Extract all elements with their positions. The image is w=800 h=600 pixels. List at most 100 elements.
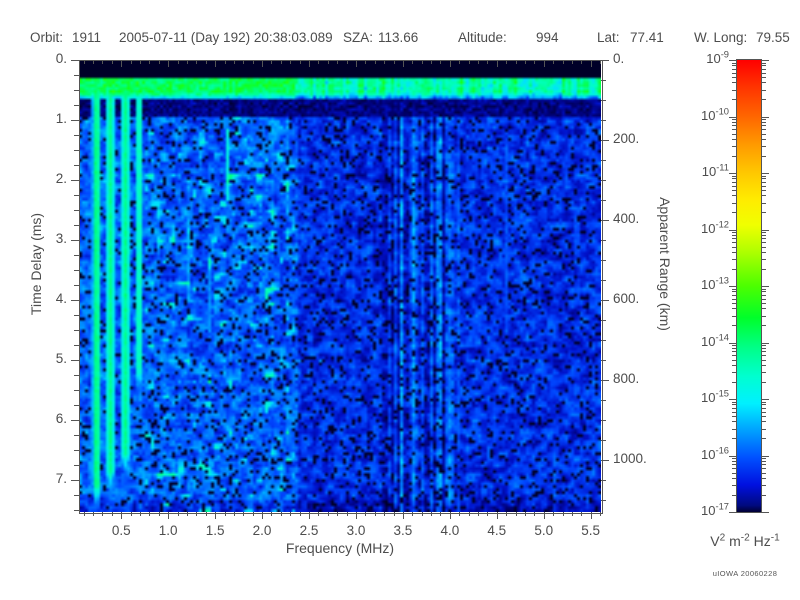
colorbar-tick bbox=[732, 119, 737, 121]
y2-axis-tick-label: 600. bbox=[613, 291, 640, 306]
colorbar-tick bbox=[761, 119, 766, 121]
header-altitude-value: 994 bbox=[536, 30, 559, 45]
colorbar-tick bbox=[761, 342, 769, 344]
axis-tick bbox=[412, 60, 414, 64]
colorbar-tick bbox=[732, 175, 737, 177]
axis-tick bbox=[524, 512, 526, 516]
y-axis-tick-label: 1. bbox=[55, 110, 67, 126]
axis-tick bbox=[393, 512, 395, 516]
colorbar-tick bbox=[761, 294, 766, 296]
axis-tick bbox=[309, 60, 311, 67]
axis-tick bbox=[83, 512, 85, 516]
axis-tick bbox=[215, 512, 217, 519]
colorbar-tick bbox=[732, 401, 737, 403]
axis-tick bbox=[601, 400, 606, 401]
colorbar-tick bbox=[732, 303, 737, 304]
axis-tick bbox=[205, 512, 207, 516]
colorbar-tick bbox=[761, 455, 769, 457]
axis-tick bbox=[601, 340, 606, 341]
x-axis-tick-label: 5.0 bbox=[534, 523, 554, 538]
colorbar-tick bbox=[761, 399, 769, 400]
header-wlong-label: W. Long: bbox=[694, 30, 748, 45]
axis-tick bbox=[496, 60, 498, 67]
axis-tick bbox=[74, 434, 79, 436]
axis-tick bbox=[74, 404, 79, 406]
y-axis-tick-label: 7. bbox=[55, 470, 67, 486]
axis-tick bbox=[177, 60, 179, 64]
colorbar-tick bbox=[732, 234, 737, 236]
axis-tick bbox=[478, 60, 479, 64]
colorbar-tick bbox=[761, 62, 766, 64]
header-lat-label: Lat: bbox=[597, 30, 620, 45]
colorbar-tick bbox=[732, 190, 737, 191]
axis-tick bbox=[74, 374, 79, 376]
colorbar-tick bbox=[761, 347, 766, 349]
axis-tick bbox=[601, 380, 609, 381]
colorbar-tick bbox=[732, 181, 737, 183]
colorbar-tick-label: 10-17 bbox=[701, 501, 729, 518]
colorbar-tick bbox=[761, 512, 769, 513]
colorbar-tick bbox=[732, 411, 737, 413]
axis-tick bbox=[478, 512, 479, 516]
y2-axis-tick-label: 800. bbox=[613, 371, 640, 386]
axis-tick bbox=[252, 512, 254, 516]
axis-tick bbox=[299, 512, 301, 516]
axis-tick bbox=[337, 512, 339, 516]
axis-tick bbox=[562, 60, 564, 64]
y2-axis-tick-label: 1000. bbox=[613, 451, 647, 466]
axis-tick bbox=[601, 480, 606, 481]
y-axis-tick-label: 4. bbox=[55, 290, 67, 306]
axis-tick bbox=[71, 419, 79, 421]
colorbar-tick bbox=[761, 345, 766, 347]
colorbar-tick-label: 10-10 bbox=[701, 106, 729, 123]
colorbar-tick bbox=[732, 155, 737, 157]
colorbar-tick bbox=[732, 246, 737, 248]
colorbar-tick bbox=[732, 99, 737, 101]
axis-tick bbox=[74, 269, 79, 271]
axis-tick bbox=[149, 60, 151, 64]
axis-tick bbox=[74, 209, 79, 211]
axis-tick bbox=[168, 512, 170, 519]
colorbar-tick bbox=[732, 485, 737, 487]
colorbar-tick bbox=[761, 494, 766, 496]
colorbar-tick-label: 10-12 bbox=[701, 219, 729, 236]
colorbar-tick bbox=[761, 325, 766, 327]
axis-tick bbox=[74, 149, 79, 151]
axis-tick bbox=[346, 60, 348, 64]
axis-tick bbox=[318, 60, 320, 64]
colorbar-tick bbox=[761, 460, 766, 462]
y2-axis-tick-label: 0. bbox=[613, 51, 625, 66]
colorbar-tick-label: 10-14 bbox=[701, 332, 729, 349]
axis-tick bbox=[449, 512, 451, 519]
axis-tick bbox=[346, 512, 348, 516]
colorbar-tick bbox=[761, 298, 766, 300]
axis-tick bbox=[431, 60, 433, 64]
x-axis-tick-label: 0.5 bbox=[111, 523, 131, 538]
axis-tick bbox=[487, 60, 489, 64]
colorbar-tick bbox=[732, 364, 737, 366]
axis-tick bbox=[601, 80, 606, 81]
colorbar-tick bbox=[732, 125, 737, 127]
colorbar-tick bbox=[761, 351, 766, 353]
axis-tick bbox=[431, 512, 433, 516]
colorbar-tick bbox=[761, 175, 766, 177]
header-orbit-value: 1911 bbox=[72, 30, 102, 45]
colorbar-tick bbox=[732, 421, 737, 423]
axis-tick bbox=[186, 60, 188, 64]
colorbar-tick-label: 10-9 bbox=[706, 49, 729, 66]
axis-tick bbox=[74, 314, 79, 316]
axis-tick bbox=[168, 60, 170, 67]
axis-tick bbox=[196, 512, 198, 516]
colorbar-tick bbox=[729, 116, 737, 118]
colorbar-tick bbox=[732, 325, 737, 327]
axis-tick bbox=[74, 284, 79, 286]
axis-tick bbox=[74, 74, 79, 76]
colorbar-tick bbox=[732, 347, 737, 349]
colorbar-tick bbox=[761, 234, 766, 236]
axis-tick bbox=[534, 60, 536, 64]
colorbar-tick bbox=[732, 77, 737, 78]
colorbar-tick bbox=[761, 178, 766, 180]
colorbar-tick bbox=[761, 212, 766, 214]
x-axis-tick-label: 3.5 bbox=[393, 523, 413, 538]
